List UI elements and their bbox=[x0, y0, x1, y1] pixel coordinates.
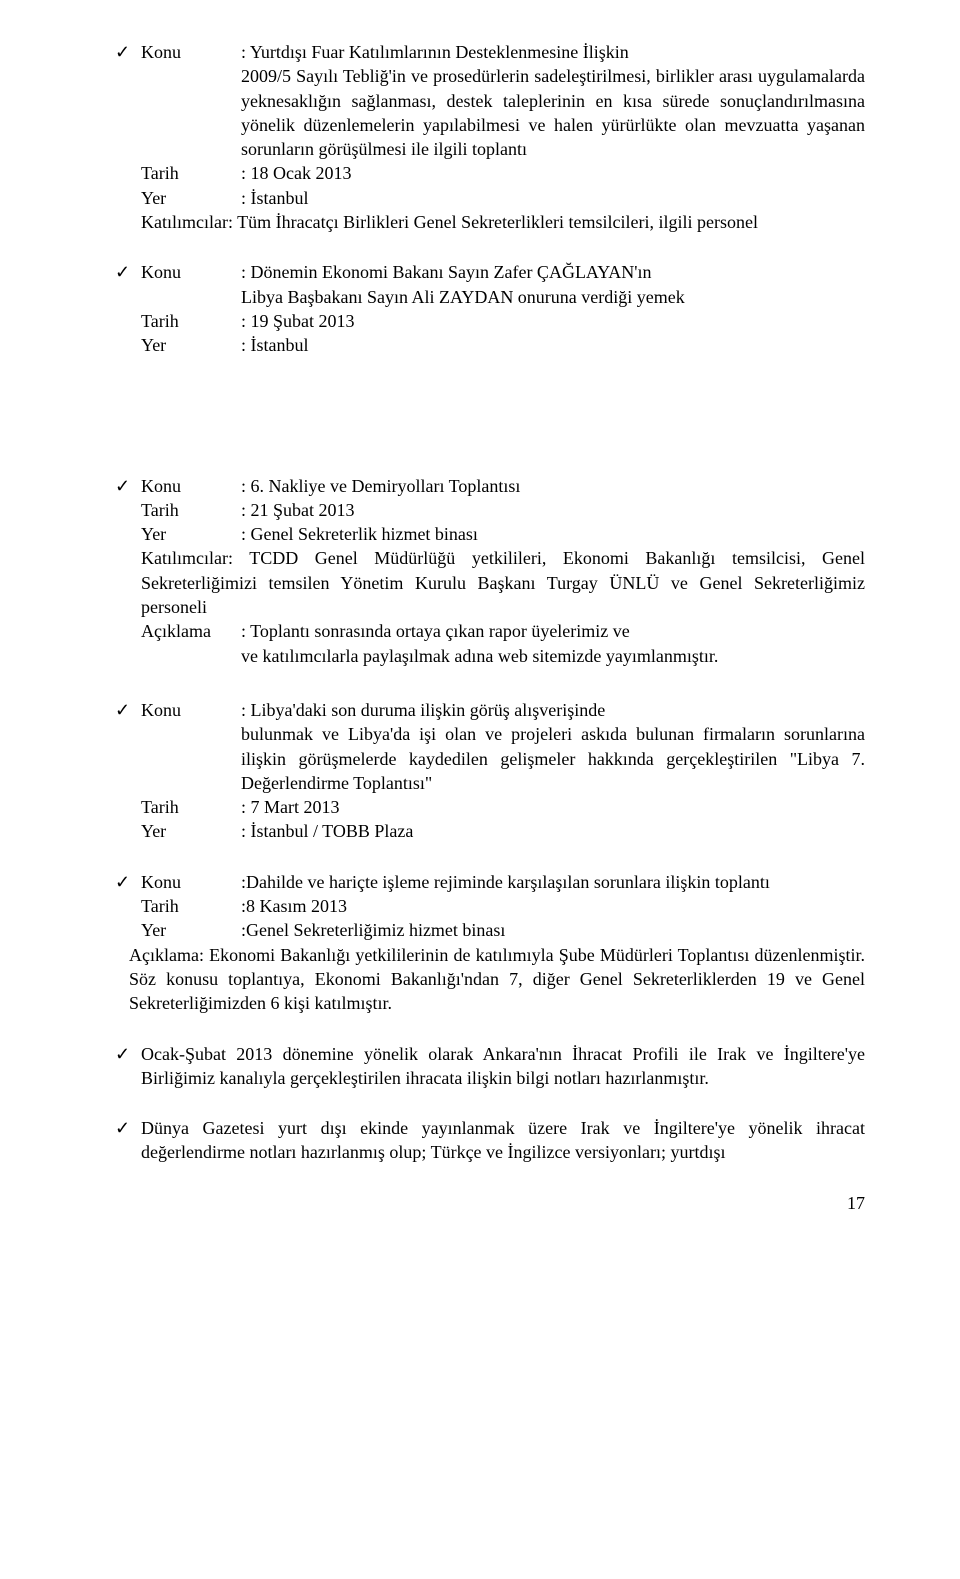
konu-cont: Libya Başbakanı Sayın Ali ZAYDAN onuruna… bbox=[115, 285, 865, 309]
check-icon: ✓ bbox=[115, 870, 141, 894]
tarih-value: : 21 Şubat 2013 bbox=[241, 498, 865, 522]
aciklama-value: : Toplantı sonrasında ortaya çıkan rapor… bbox=[241, 619, 865, 643]
konu-value: : 6. Nakliye ve Demiryolları Toplantısı bbox=[241, 474, 865, 498]
konu-value: : Dönemin Ekonomi Bakanı Sayın Zafer ÇAĞ… bbox=[241, 260, 865, 284]
label-tarih: Tarih bbox=[141, 894, 241, 918]
label-yer: Yer bbox=[141, 918, 241, 942]
konu-value: : Libya'daki son duruma ilişkin görüş al… bbox=[241, 698, 865, 722]
label-tarih: Tarih bbox=[141, 498, 241, 522]
yer-value: : İstanbul bbox=[241, 186, 865, 210]
paragraph-1: ✓ Ocak-Şubat 2013 dönemine yönelik olara… bbox=[115, 1042, 865, 1091]
page-number: 17 bbox=[115, 1191, 865, 1215]
label-tarih: Tarih bbox=[141, 795, 241, 819]
katilim-value: TCDD Genel Müdürlüğü yetkilileri, Ekonom… bbox=[141, 548, 865, 617]
aciklama-cont: ve katılımcılarla paylaşılmak adına web … bbox=[115, 644, 865, 668]
entry-4: ✓ Konu : Libya'daki son duruma ilişkin g… bbox=[115, 698, 865, 844]
check-icon: ✓ bbox=[115, 1042, 141, 1091]
konu-value: : Yurtdışı Fuar Katılımlarının Desteklen… bbox=[241, 40, 865, 64]
label-konu: Konu bbox=[141, 870, 241, 894]
katilimcilar-line: Katılımcılar: TCDD Genel Müdürlüğü yetki… bbox=[115, 546, 865, 619]
label-tarih: Tarih bbox=[141, 309, 241, 333]
tarih-value: : 19 Şubat 2013 bbox=[241, 309, 865, 333]
katilim-value: Tüm İhracatçı Birlikleri Genel Sekreterl… bbox=[237, 212, 758, 232]
konu-value: :Dahilde ve hariçte işleme rejiminde kar… bbox=[241, 870, 865, 894]
check-icon: ✓ bbox=[115, 1116, 141, 1165]
paragraph-2: ✓ Dünya Gazetesi yurt dışı ekinde yayınl… bbox=[115, 1116, 865, 1165]
label-yer: Yer bbox=[141, 333, 241, 357]
entry-2: ✓ Konu : Dönemin Ekonomi Bakanı Sayın Za… bbox=[115, 260, 865, 357]
label-yer: Yer bbox=[141, 819, 241, 843]
label-konu: Konu bbox=[141, 474, 241, 498]
paragraph-text: Dünya Gazetesi yurt dışı ekinde yayınlan… bbox=[141, 1116, 865, 1165]
label-katilimcilar: Katılımcılar: bbox=[141, 548, 233, 568]
yer-value: : İstanbul / TOBB Plaza bbox=[241, 819, 865, 843]
entry-5: ✓ Konu :Dahilde ve hariçte işleme rejimi… bbox=[115, 870, 865, 1016]
label-konu: Konu bbox=[141, 260, 241, 284]
aciklama-full: Açıklama: Ekonomi Bakanlığı yetkililerin… bbox=[115, 943, 865, 1016]
yer-value: : İstanbul bbox=[241, 333, 865, 357]
label-yer: Yer bbox=[141, 522, 241, 546]
label-konu: Konu bbox=[141, 698, 241, 722]
tarih-value: : 7 Mart 2013 bbox=[241, 795, 865, 819]
tarih-value: :8 Kasım 2013 bbox=[241, 894, 865, 918]
check-icon: ✓ bbox=[115, 474, 141, 498]
label-konu: Konu bbox=[141, 40, 241, 64]
katilimcilar-line: Katılımcılar: Tüm İhracatçı Birlikleri G… bbox=[115, 210, 865, 234]
entry-3: ✓ Konu : 6. Nakliye ve Demiryolları Topl… bbox=[115, 474, 865, 668]
konu-cont: bulunmak ve Libya'da işi olan ve projele… bbox=[115, 722, 865, 795]
paragraph-text: Ocak-Şubat 2013 dönemine yönelik olarak … bbox=[141, 1042, 865, 1091]
entry-1: ✓ Konu : Yurtdışı Fuar Katılımlarının De… bbox=[115, 40, 865, 234]
check-icon: ✓ bbox=[115, 260, 141, 284]
check-icon: ✓ bbox=[115, 698, 141, 722]
tarih-value: : 18 Ocak 2013 bbox=[241, 161, 865, 185]
konu-cont: 2009/5 Sayılı Tebliğ'in ve prosedürlerin… bbox=[115, 64, 865, 161]
yer-value: : Genel Sekreterlik hizmet binası bbox=[241, 522, 865, 546]
label-tarih: Tarih bbox=[141, 161, 241, 185]
label-yer: Yer bbox=[141, 186, 241, 210]
yer-value: :Genel Sekreterliğimiz hizmet binası bbox=[241, 918, 865, 942]
check-icon: ✓ bbox=[115, 40, 141, 64]
label-katilimcilar: Katılımcılar: bbox=[141, 212, 233, 232]
label-aciklama: Açıklama bbox=[141, 619, 241, 643]
